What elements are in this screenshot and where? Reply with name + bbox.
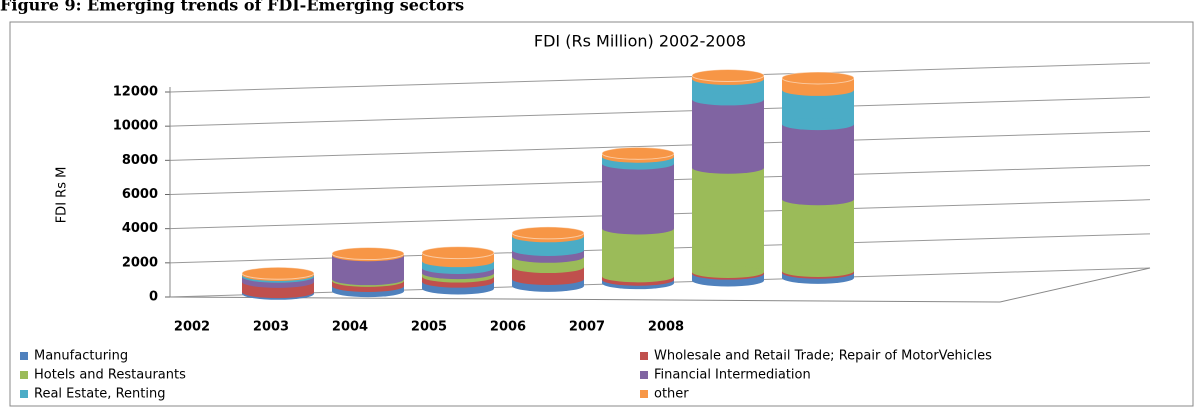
y-tick-label: 12000 [113, 85, 158, 100]
bar-segment [692, 167, 764, 272]
floor-right [999, 267, 1151, 303]
bar-bottom-cap [242, 286, 314, 299]
x-tick-label: 2005 [411, 320, 447, 335]
grid-line [169, 62, 1151, 93]
x-tick-label: 2008 [648, 320, 684, 335]
bar-segment [782, 124, 854, 200]
bar-top-cap [781, 71, 855, 85]
grid-line [169, 130, 1151, 161]
x-tick-label: 2007 [569, 320, 605, 335]
legend-swatch [20, 390, 28, 398]
x-tick-label: 2004 [332, 320, 368, 335]
bar-top-cap [241, 266, 315, 280]
bar-segment [602, 163, 674, 229]
grid-line [169, 96, 1151, 127]
bar-segment [602, 228, 674, 277]
legend-label: Financial Intermediation [654, 368, 811, 383]
bar-bottom-cap [692, 161, 764, 174]
legend-label: Wholesale and Retail Trade; Repair of Mo… [654, 349, 992, 364]
legend-label: Manufacturing [34, 349, 128, 364]
bar-bottom-cap [332, 273, 404, 286]
chart-frame [9, 21, 1194, 407]
legend-label: other [654, 387, 689, 402]
y-tick-label: 10000 [113, 119, 158, 134]
figure-title: Figure 9: Emerging trends of FDI-Emergin… [0, 0, 464, 15]
y-tick-label: 8000 [122, 153, 158, 168]
bar-top-cap [601, 146, 675, 160]
y-tick-label: 2000 [122, 255, 158, 270]
bar-bottom-cap [512, 261, 584, 274]
legend-swatch [20, 352, 28, 360]
bar-bottom-cap [782, 193, 854, 206]
y-tick-label: 6000 [122, 187, 158, 202]
bar-bottom-cap [692, 93, 764, 106]
y-tick-label: 0 [149, 290, 158, 305]
y-tick-label: 4000 [122, 221, 158, 236]
bar-bottom-cap [512, 243, 584, 256]
bar-top-cap [691, 68, 765, 82]
bar-bottom-cap [602, 270, 674, 283]
bar-top-cap [511, 226, 585, 240]
bar-bottom-cap [782, 118, 854, 131]
bar-segment [332, 255, 404, 280]
legend-swatch [640, 371, 648, 379]
chart-title: FDI (Rs Million) 2002-2008 [534, 32, 746, 51]
bar-top-cap [421, 246, 495, 260]
legend-label: Hotels and Restaurants [34, 368, 186, 383]
legend-swatch [20, 371, 28, 379]
bar-bottom-cap [512, 272, 584, 285]
x-tick-label: 2002 [174, 320, 210, 335]
bar-segment [692, 99, 764, 168]
legend-swatch [640, 390, 648, 398]
bar-bottom-cap [692, 265, 764, 278]
floor-front [169, 296, 1001, 303]
bar-top-cap [331, 247, 405, 261]
bar-bottom-cap [602, 222, 674, 235]
y-axis-label: FDI Rs M [55, 167, 70, 224]
legend-label: Real Estate, Renting [34, 387, 165, 402]
bar-bottom-cap [782, 83, 854, 96]
legend-swatch [640, 352, 648, 360]
x-tick-label: 2006 [490, 320, 526, 335]
bar-bottom-cap [782, 264, 854, 277]
x-tick-label: 2003 [253, 320, 289, 335]
bar-segment [782, 199, 854, 271]
